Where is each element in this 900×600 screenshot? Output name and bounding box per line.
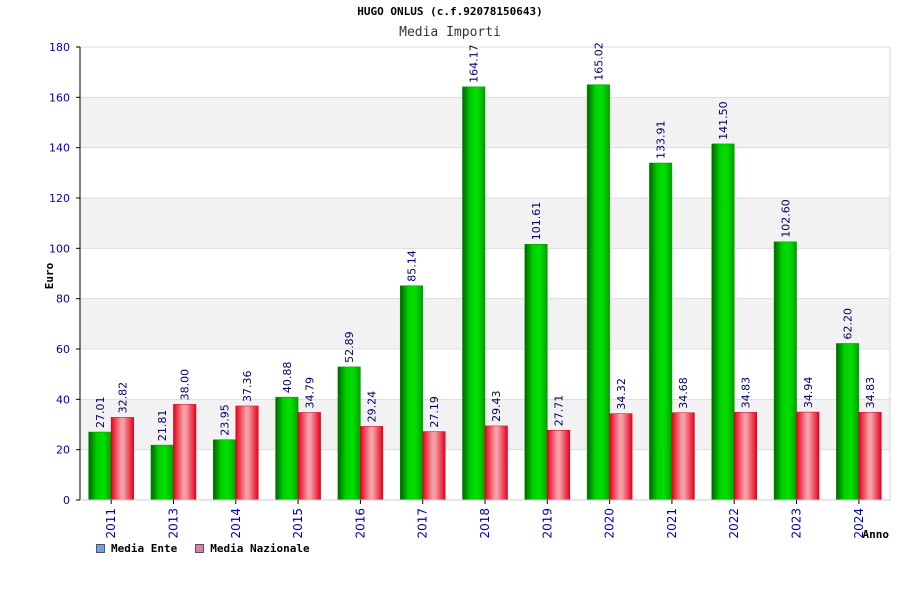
x-tick-label: 2015: [291, 508, 305, 539]
bar-media-nazionale: [110, 417, 134, 501]
x-tick-label: 2018: [478, 508, 492, 539]
data-label-media-ente: 85.14: [405, 250, 418, 282]
bar-media-ente: [337, 366, 361, 501]
data-label-media-nazionale: 29.24: [366, 391, 379, 423]
bar-media-ente: [711, 143, 735, 501]
data-label-media-nazionale: 32.82: [116, 382, 129, 414]
data-label-media-ente: 23.95: [219, 404, 232, 436]
x-tick-label: 2011: [104, 508, 118, 539]
data-label-media-ente: 27.01: [94, 397, 107, 429]
data-label-media-ente: 102.60: [779, 199, 792, 238]
data-label-media-ente: 165.02: [592, 42, 605, 81]
x-tick-label: 2014: [229, 508, 243, 539]
legend-item-media-nazionale: Media Nazionale: [195, 542, 310, 555]
x-tick-label: 2017: [416, 508, 430, 539]
data-label-media-ente: 141.50: [717, 101, 730, 140]
x-tick-label: 2016: [353, 508, 367, 539]
bars: [88, 84, 882, 501]
x-tick-label: 2013: [166, 508, 180, 539]
bar-media-ente: [213, 439, 237, 501]
legend-swatch-media-ente: [96, 544, 105, 553]
x-tick-label: 2020: [603, 508, 617, 539]
chart-title: HUGO ONLUS (c.f.92078150643): [357, 5, 543, 18]
data-label-media-ente: 62.20: [842, 308, 855, 340]
bar-media-nazionale: [422, 431, 446, 501]
bar-media-ente: [150, 444, 174, 501]
bar-media-ente: [524, 244, 548, 501]
bar-media-nazionale: [235, 405, 259, 501]
legend-swatch-media-nazionale: [195, 544, 205, 553]
bar-media-ente: [773, 241, 797, 501]
y-tick-label: 180: [49, 41, 70, 54]
x-tick-label: 2021: [665, 508, 679, 539]
x-axis-label: Anno: [863, 528, 890, 541]
legend-item-media-ente: Media Ente: [96, 542, 177, 555]
data-label-media-ente: 164.17: [468, 44, 481, 83]
data-label-media-nazionale: 34.94: [802, 377, 815, 409]
data-label-media-ente: 52.89: [343, 331, 356, 363]
bar-media-ente: [836, 343, 860, 501]
bar-media-nazionale: [173, 404, 197, 501]
legend: Media Ente Media Nazionale: [96, 542, 310, 555]
bar-media-ente: [586, 84, 610, 501]
bar-media-ente: [275, 396, 299, 501]
data-label-media-nazionale: 29.43: [490, 390, 503, 422]
y-tick-label: 80: [56, 293, 70, 306]
data-label-media-ente: 21.81: [156, 410, 169, 442]
bar-media-nazionale: [733, 412, 757, 501]
data-label-media-ente: 101.61: [530, 202, 543, 241]
x-tick-labels: 2011 2013 2014 2015 2016 2017 2018 2019 2020 2021…: [104, 508, 866, 539]
data-label-media-ente: 40.88: [281, 362, 294, 394]
bar-media-nazionale: [297, 412, 321, 501]
bar-media-nazionale: [609, 413, 633, 501]
x-tick-label: 2022: [727, 508, 741, 539]
legend-label-media-ente: Media Ente: [111, 542, 178, 555]
bar-media-nazionale: [360, 426, 384, 501]
y-tick-label: 0: [63, 494, 70, 507]
bar-media-ente: [462, 86, 486, 501]
y-axis-label: Euro: [43, 262, 56, 289]
axes: [76, 46, 890, 504]
y-tick-label: 60: [56, 343, 70, 356]
y-tick-label: 20: [56, 444, 70, 457]
data-label-media-nazionale: 38.00: [179, 369, 192, 401]
data-label-media-nazionale: 34.32: [615, 378, 628, 410]
bar-media-nazionale: [858, 412, 882, 501]
y-tick-label: 120: [49, 192, 70, 205]
y-tick-label: 160: [49, 91, 70, 104]
chart-subtitle: Media Importi: [399, 25, 501, 40]
data-label-media-nazionale: 27.19: [428, 396, 441, 428]
data-label-media-ente: 133.91: [655, 120, 668, 159]
x-tick-label: 2024: [852, 508, 866, 539]
bar-media-ente: [649, 162, 673, 501]
data-label-media-nazionale: 34.79: [303, 377, 316, 409]
y-tick-label: 100: [49, 242, 70, 255]
data-labels: 27.01 32.82 21.81 38.00 23.95 37.36 40.88 34.79…: [94, 42, 877, 441]
x-tick-label: 2023: [790, 508, 804, 539]
bar-media-nazionale: [671, 412, 695, 501]
y-tick-label: 140: [49, 142, 70, 155]
bar-media-nazionale: [796, 411, 820, 501]
data-label-media-nazionale: 34.83: [864, 377, 877, 409]
data-label-media-nazionale: 34.83: [739, 377, 752, 409]
x-tick-label: 2019: [540, 508, 554, 539]
bar-media-ente: [399, 285, 423, 501]
bar-media-nazionale: [484, 425, 508, 501]
y-tick-labels: 0 20 40 60 80 100 120 140 160 180: [49, 41, 70, 507]
bar-media-ente: [88, 431, 112, 501]
legend-label-media-nazionale: Media Nazionale: [210, 542, 310, 555]
y-tick-label: 40: [56, 393, 70, 406]
data-label-media-nazionale: 34.68: [677, 377, 690, 409]
bar-media-nazionale: [547, 430, 571, 501]
data-label-media-nazionale: 27.71: [553, 395, 566, 427]
data-label-media-nazionale: 37.36: [241, 370, 254, 402]
